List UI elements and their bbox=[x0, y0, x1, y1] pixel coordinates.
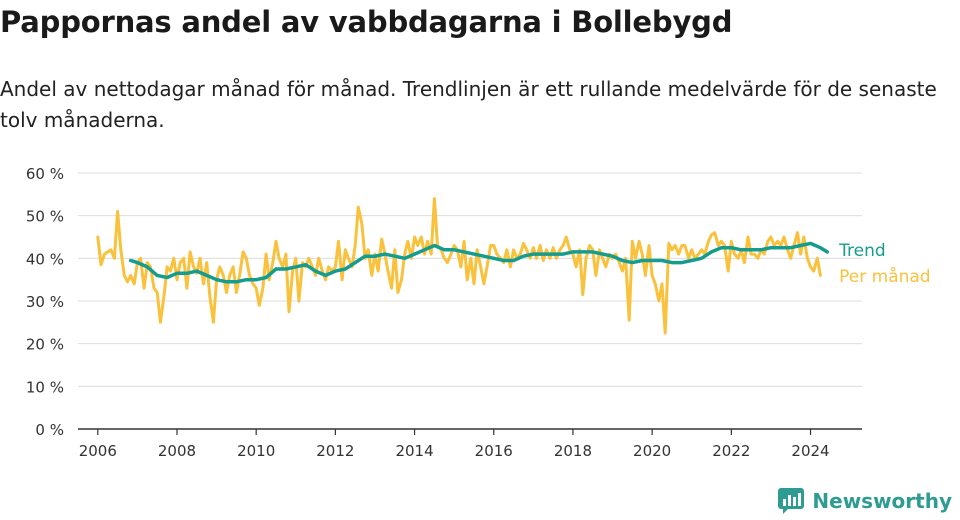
chart-subtitle: Andel av nettodagar månad för månad. Tre… bbox=[0, 77, 937, 132]
y-tick-label: 40 % bbox=[26, 250, 64, 268]
newsworthy-logo-icon bbox=[778, 488, 805, 514]
brand-logo[interactable]: Newsworthy bbox=[778, 488, 952, 514]
y-tick-label: 30 % bbox=[26, 293, 64, 311]
x-tick-label: 2014 bbox=[395, 442, 433, 460]
x-tick-label: 2008 bbox=[158, 442, 196, 460]
y-tick-label: 20 % bbox=[26, 336, 64, 354]
x-tick-label: 2020 bbox=[633, 442, 671, 460]
chart-title: Pappornas andel av vabbdagarna i Bolleby… bbox=[0, 5, 733, 39]
x-tick-label: 2016 bbox=[475, 442, 513, 460]
brand-name: Newsworthy bbox=[812, 489, 952, 513]
x-tick-label: 2018 bbox=[554, 442, 592, 460]
legend-label-trend: Trend bbox=[838, 241, 886, 261]
x-tick-label: 2024 bbox=[791, 442, 829, 460]
line-chart: 0 % 10 % 20 % 30 % 40 % 50 % 60 % 2006 2008 2010 2… bbox=[26, 165, 931, 460]
x-tick-label: 2006 bbox=[79, 442, 117, 460]
x-tick-label: 2010 bbox=[237, 442, 275, 460]
legend-label-per-manad: Per månad bbox=[839, 266, 930, 287]
x-tick-label: 2022 bbox=[712, 442, 750, 460]
y-tick-label: 50 % bbox=[26, 208, 64, 226]
series-line-per-manad bbox=[96, 197, 822, 335]
series-line-trend bbox=[128, 241, 829, 284]
y-tick-label: 60 % bbox=[26, 165, 64, 183]
y-tick-label: 10 % bbox=[26, 378, 64, 396]
y-tick-label: 0 % bbox=[35, 421, 64, 439]
x-tick-label: 2012 bbox=[316, 442, 354, 460]
